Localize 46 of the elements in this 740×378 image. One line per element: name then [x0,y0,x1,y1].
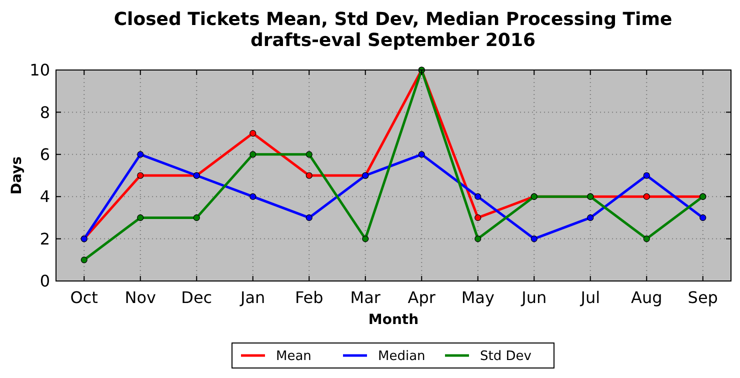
x-tick-label: Mar [350,288,381,307]
x-tick-label: May [461,288,494,307]
x-axis-title: Month [368,312,419,328]
legend-label: Median [378,349,426,364]
point [306,151,312,158]
x-tick-label: Jun [520,288,547,307]
point [306,172,312,179]
point [530,236,538,242]
y-tick-label: 0 [40,272,50,291]
point [474,214,482,221]
y-tick-label: 2 [40,229,50,248]
y-tick-label: 6 [40,145,50,164]
legend-label: Mean [276,349,312,364]
point [250,193,256,200]
point [362,236,369,242]
point [418,151,425,158]
x-tick-label: Aug [631,288,662,307]
y-tick-label: 10 [30,60,50,80]
point [643,236,650,242]
point [474,193,482,200]
point [700,214,706,221]
x-tick-label: Jul [580,288,600,307]
point [587,214,594,221]
point [250,130,256,137]
point [643,193,650,200]
point [643,172,650,179]
y-tick-label: 4 [40,187,50,206]
y-axis-title: Days [9,156,25,195]
x-tick-label: Dec [181,288,212,307]
point [306,214,312,221]
point [80,256,88,264]
x-tick-label: Apr [408,288,436,307]
x-tick-label: Feb [294,288,324,307]
point [137,151,144,158]
point [193,214,200,221]
point [137,172,144,179]
x-tick-label: Jan [240,288,266,307]
legend-label: Std Dev [480,349,532,364]
x-tick-label: Oct [70,288,98,307]
x-tick-label: Nov [124,288,156,307]
point [250,151,256,158]
x-tick-label: Sep [688,288,718,307]
y-tick-label: 8 [40,102,50,122]
point [474,236,482,242]
chart-title: Closed Tickets Mean, Std Dev, Median Processing Time drafts-eval September 2016 [114,9,672,51]
point [137,214,144,221]
